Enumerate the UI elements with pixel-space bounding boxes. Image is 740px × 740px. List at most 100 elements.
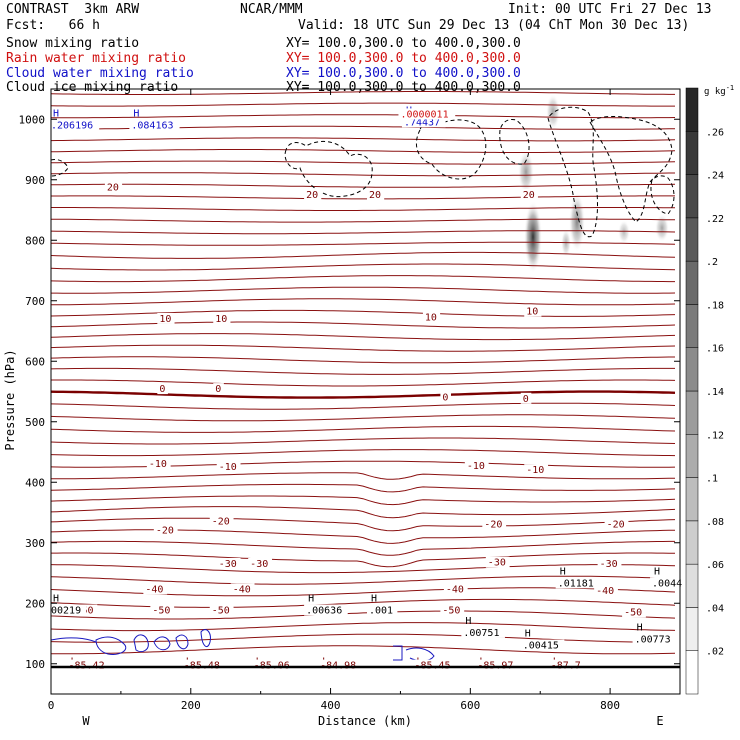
colorbar-label: .14 bbox=[706, 387, 724, 398]
isotherm bbox=[51, 610, 676, 620]
temperature-label: 0 bbox=[523, 394, 529, 405]
colorbar-swatch bbox=[685, 434, 699, 478]
y-tick-label: 400 bbox=[25, 476, 45, 489]
colorbar-label: .24 bbox=[706, 171, 724, 182]
field-name-cloudwater: Cloud water mixing ratio bbox=[6, 66, 194, 81]
isotherm bbox=[51, 402, 676, 410]
y-tick-label: 600 bbox=[25, 355, 45, 368]
y-tick-label: 800 bbox=[25, 234, 45, 247]
isotherm bbox=[51, 102, 675, 107]
low-value-label-bg bbox=[181, 659, 226, 671]
field-xy-cloudwater: XY= 100.0,300.0 to 400.0,300.0 bbox=[286, 66, 521, 81]
temperature-label-bg bbox=[366, 188, 385, 200]
high-marker: H bbox=[371, 594, 377, 605]
colorbar-swatch bbox=[685, 87, 699, 132]
temperature-label-bg bbox=[485, 556, 510, 568]
y-tick-label: 700 bbox=[25, 295, 45, 308]
temperature-label-bg bbox=[440, 604, 465, 616]
snow-blob bbox=[518, 150, 534, 194]
temperature-label-bg bbox=[248, 557, 272, 569]
cloudwater-max-label-bg bbox=[49, 119, 100, 131]
colorbar-label: .16 bbox=[706, 344, 724, 355]
isotherm bbox=[51, 241, 676, 246]
temperature-label: 10 bbox=[215, 314, 227, 325]
cloudwater-contour bbox=[51, 637, 97, 643]
ice-contour bbox=[284, 140, 373, 198]
colorbar-label: .2 bbox=[706, 257, 718, 268]
snow-shading bbox=[518, 94, 669, 273]
valid-time: Valid: 18 UTC Sun 29 Dec 13 (04 ChT Mon … bbox=[298, 18, 690, 33]
ice-max-label-bg bbox=[49, 604, 86, 616]
temperature-label-bg bbox=[153, 524, 178, 536]
isotherm bbox=[51, 414, 676, 422]
isotherm bbox=[51, 517, 676, 532]
temperature-contours bbox=[51, 91, 676, 655]
isotherm bbox=[51, 160, 676, 165]
y-tick-label: 100 bbox=[25, 658, 45, 671]
center-label: NCAR/MMM bbox=[240, 2, 303, 17]
ice-max-label-bg bbox=[632, 633, 677, 645]
high-marker: H bbox=[525, 629, 531, 640]
temperature-label: 20 bbox=[107, 183, 119, 194]
field-name-snow: Snow mixing ratio bbox=[6, 36, 140, 51]
temperature-label-bg bbox=[230, 583, 255, 595]
contour-labels: -50-50-50-50-50-40-40-40-40-30-30-30-30-… bbox=[49, 105, 688, 672]
snow-blob bbox=[524, 201, 542, 273]
isotherm bbox=[51, 172, 675, 177]
isotherm bbox=[51, 286, 676, 294]
temperature-label-bg bbox=[422, 311, 441, 323]
temperature-label: -20 bbox=[212, 517, 230, 528]
field-name-cloudice: Cloud ice mixing ratio bbox=[6, 80, 179, 95]
temperature-label-bg bbox=[482, 518, 507, 530]
high-marker: H bbox=[560, 566, 566, 577]
isotherm bbox=[51, 379, 676, 387]
colorbar-swatch bbox=[685, 260, 699, 305]
temperature-label-bg bbox=[520, 188, 538, 200]
temperature-label: 20 bbox=[523, 190, 535, 201]
colorbar-swatch bbox=[685, 563, 699, 608]
temperature-label: -50 bbox=[152, 606, 170, 617]
colorbar-swatch bbox=[685, 131, 699, 175]
temperature-label-bg bbox=[213, 383, 224, 395]
cloudwater-contour bbox=[153, 636, 171, 651]
figure-title: CONTRAST 3km ARW bbox=[6, 2, 140, 17]
axes: 0 200 400 600 800100200300400500600700800900… bbox=[19, 89, 681, 712]
x-tick-label: 600 bbox=[460, 699, 480, 712]
ice-contour bbox=[416, 119, 487, 180]
ice-contour bbox=[547, 106, 598, 238]
temperature-label-bg bbox=[440, 391, 451, 403]
field-xy-snow: XY= 100.0,300.0 to 400.0,300.0 bbox=[286, 36, 521, 51]
isotherm bbox=[51, 506, 676, 519]
west-label: W bbox=[82, 714, 90, 728]
temperature-label-bg bbox=[157, 312, 175, 324]
colorbar-label: .04 bbox=[706, 603, 724, 614]
field-name-rain: Rain water mixing ratio bbox=[6, 51, 187, 66]
cloudwater-max-label: .74437 bbox=[404, 117, 440, 128]
ice-max-label-bg bbox=[366, 604, 398, 616]
low-value-label-bg bbox=[318, 659, 362, 671]
isotherm bbox=[51, 622, 676, 632]
temperature-label: 0 bbox=[215, 384, 221, 395]
ice-contour bbox=[650, 175, 675, 215]
temperature-label: 10 bbox=[425, 313, 437, 324]
temperature-label: -40 bbox=[446, 584, 464, 595]
low-value-label-bg bbox=[475, 659, 519, 671]
temperature-label-bg bbox=[597, 557, 622, 569]
snow-blob bbox=[569, 192, 585, 252]
snow-blob bbox=[618, 220, 630, 244]
rain-max-label-bg bbox=[398, 108, 456, 120]
isotherm bbox=[51, 344, 676, 352]
temperature-label: -30 bbox=[488, 558, 506, 569]
isotherm bbox=[51, 437, 676, 445]
isotherm bbox=[51, 645, 676, 655]
colorbar-swatch bbox=[685, 174, 699, 219]
ice-contour bbox=[499, 119, 530, 165]
ice-max-label: .00751 bbox=[463, 628, 499, 639]
cloudwater-max-label: .084163 bbox=[131, 120, 173, 131]
temperature-label: -10 bbox=[526, 465, 544, 476]
ice-max-label: .01181 bbox=[558, 578, 594, 589]
ice-max-label: .00773 bbox=[635, 635, 671, 646]
temperature-label: -50 bbox=[442, 606, 460, 617]
isotherm bbox=[51, 495, 676, 506]
isotherm bbox=[51, 483, 676, 493]
